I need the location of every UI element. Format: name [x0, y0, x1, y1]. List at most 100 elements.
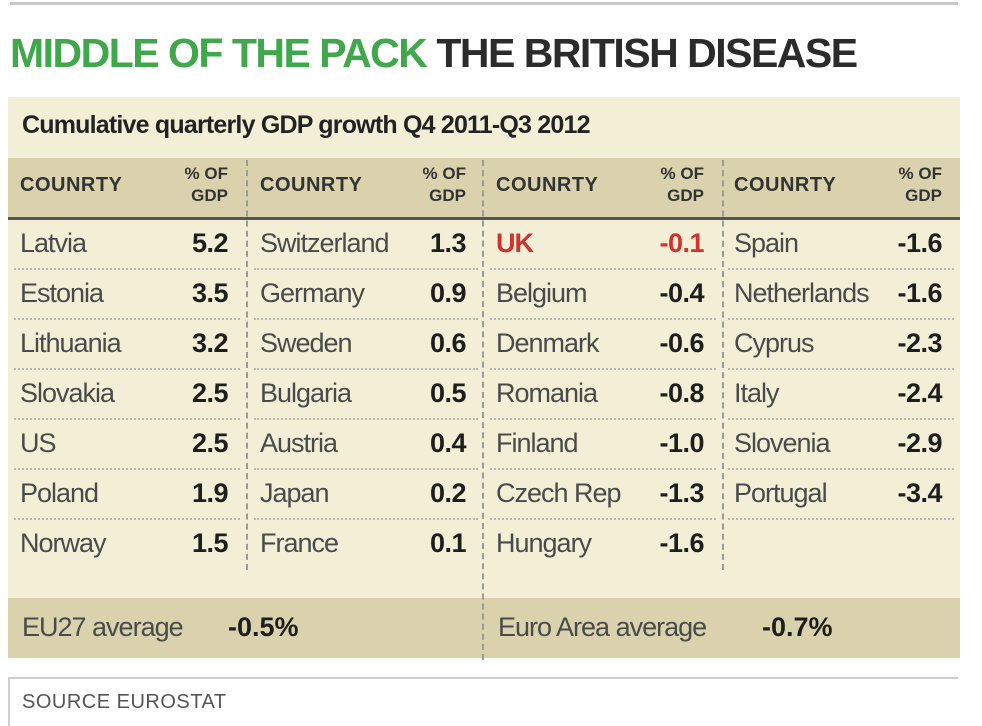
- column-header-value-line: GDP: [429, 186, 466, 205]
- average-label: Euro Area average: [498, 612, 707, 642]
- column-header-country: COUNRTY: [260, 174, 363, 196]
- table-row: [14, 470, 240, 520]
- table-title: Cumulative quarterly GDP growth Q4 2011-…: [22, 111, 591, 139]
- gdp-value: -1.6: [897, 228, 942, 258]
- country-name: Latvia: [20, 228, 87, 258]
- headline: MIDDLE OF THE PACK THE BRITISH DISEASE: [10, 28, 858, 78]
- column-header-value-line: GDP: [191, 186, 228, 205]
- gdp-value: -3.4: [897, 478, 942, 508]
- gdp-value: -1.6: [897, 278, 942, 308]
- average-label: EU27 average: [22, 612, 184, 642]
- gdp-value: -0.1: [659, 228, 704, 258]
- table-row: [14, 320, 240, 370]
- gdp-value: 1.9: [191, 478, 229, 508]
- country-name: Romania: [496, 378, 598, 408]
- table-row: [490, 420, 716, 470]
- headline-part1: MIDDLE OF THE PACK: [10, 30, 428, 76]
- column-header-value-line: % OF: [422, 164, 466, 183]
- gdp-value: -2.4: [897, 378, 942, 408]
- table-row: [14, 420, 240, 470]
- table-row: [490, 270, 716, 320]
- country-name: Spain: [734, 228, 799, 258]
- country-name: Portugal: [734, 478, 828, 508]
- table-row: [728, 420, 954, 470]
- country-name: Austria: [260, 428, 338, 458]
- source-note: SOURCE EUROSTAT: [8, 677, 958, 726]
- gdp-value: 3.5: [191, 278, 229, 308]
- table-row: [728, 220, 954, 270]
- average-value: -0.5%: [228, 612, 299, 642]
- country-name: Japan: [260, 478, 330, 508]
- country-name: Slovenia: [734, 428, 831, 458]
- table-row: [728, 320, 954, 370]
- country-name: Norway: [20, 528, 107, 558]
- column-header-value: % OF GDP: [406, 163, 466, 207]
- average-value: -0.7%: [762, 612, 833, 642]
- gdp-value: 5.2: [191, 228, 229, 258]
- column-separator: [482, 160, 484, 660]
- gdp-value: 1.5: [191, 528, 229, 558]
- table-row: [728, 370, 954, 420]
- gdp-value: -1.0: [659, 428, 704, 458]
- gdp-value: 1.3: [429, 228, 467, 258]
- column-header-value: % OF GDP: [882, 163, 942, 207]
- gdp-value: -2.9: [897, 428, 942, 458]
- country-name: Slovakia: [20, 378, 115, 408]
- country-name: France: [260, 528, 339, 558]
- table-row: [254, 420, 478, 470]
- column-header-value-line: GDP: [905, 186, 942, 205]
- gdp-value: 2.5: [191, 428, 229, 458]
- column-header-value-line: GDP: [667, 186, 704, 205]
- table-row: [14, 370, 240, 420]
- country-name: UK: [496, 228, 534, 258]
- table-row: [728, 470, 954, 520]
- table-row: [254, 470, 478, 520]
- gdp-value: -0.4: [659, 278, 704, 308]
- table-row: [14, 270, 240, 320]
- column-header-value: % OF GDP: [644, 163, 704, 207]
- gdp-value: 0.4: [429, 428, 467, 458]
- gdp-value: -1.3: [659, 478, 704, 508]
- country-name: US: [20, 428, 57, 458]
- country-name: Czech Rep: [496, 478, 622, 508]
- table-row: [728, 270, 954, 320]
- column-separator: [246, 160, 248, 570]
- gdp-value: -0.6: [659, 328, 704, 358]
- gdp-value: 0.6: [429, 328, 467, 358]
- gdp-value: -2.3: [897, 328, 942, 358]
- column-header-value-line: % OF: [660, 164, 704, 183]
- header-band: [8, 158, 960, 220]
- gdp-value: 0.9: [429, 278, 467, 308]
- table-row: [14, 220, 240, 270]
- table-row: [254, 370, 478, 420]
- table-row: [490, 370, 716, 420]
- column-header-value-line: % OF: [898, 164, 942, 183]
- column-header-value: % OF GDP: [168, 163, 228, 207]
- table-row: [490, 220, 716, 270]
- average-band: [8, 598, 960, 658]
- country-name: Finland: [496, 428, 579, 458]
- gdp-value: 3.2: [191, 328, 229, 358]
- country-name: Hungary: [496, 528, 592, 558]
- gdp-value: 0.2: [429, 478, 467, 508]
- table-row: [490, 470, 716, 520]
- table-row: [254, 270, 478, 320]
- gdp-value: -1.6: [659, 528, 704, 558]
- gdp-value: 2.5: [191, 378, 229, 408]
- country-name: Bulgaria: [260, 378, 352, 408]
- column-header-value-line: % OF: [184, 164, 228, 183]
- table-row: [254, 320, 478, 370]
- country-name: Germany: [260, 278, 365, 308]
- country-name: Switzerland: [260, 228, 390, 258]
- country-name: Poland: [20, 478, 99, 508]
- headline-part2: THE BRITISH DISEASE: [436, 30, 858, 76]
- column-header-country: COUNRTY: [20, 174, 123, 196]
- table-row: [728, 520, 954, 570]
- country-name: Denmark: [496, 328, 600, 358]
- country-name: Sweden: [260, 328, 353, 358]
- country-name: Cyprus: [734, 328, 815, 358]
- column-header-country: COUNRTY: [496, 174, 599, 196]
- gdp-value: 0.5: [429, 378, 467, 408]
- country-name: Belgium: [496, 278, 588, 308]
- top-rule: [10, 2, 958, 5]
